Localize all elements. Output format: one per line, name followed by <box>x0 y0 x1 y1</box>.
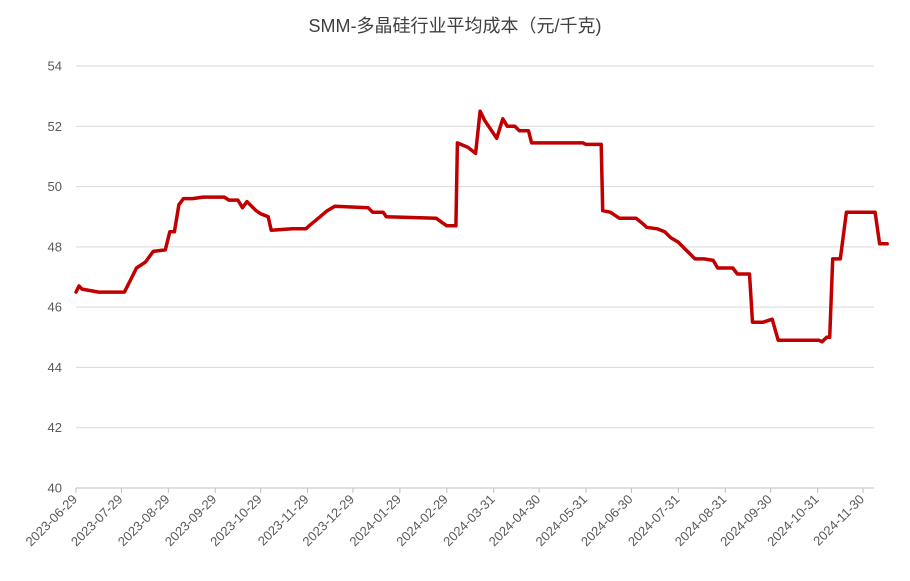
y-tick-label: 44 <box>48 360 62 375</box>
y-tick-label: 48 <box>48 239 62 254</box>
series-line-0 <box>74 109 889 344</box>
y-tick-label: 50 <box>48 179 62 194</box>
y-tick-label: 40 <box>48 481 62 496</box>
y-tick-label: 52 <box>48 119 62 134</box>
y-tick-label: 42 <box>48 420 62 435</box>
y-tick-label: 46 <box>48 300 62 315</box>
y-tick-label: 54 <box>48 59 62 74</box>
chart-title: SMM-多晶硅行业平均成本（元/千克) <box>308 16 602 36</box>
